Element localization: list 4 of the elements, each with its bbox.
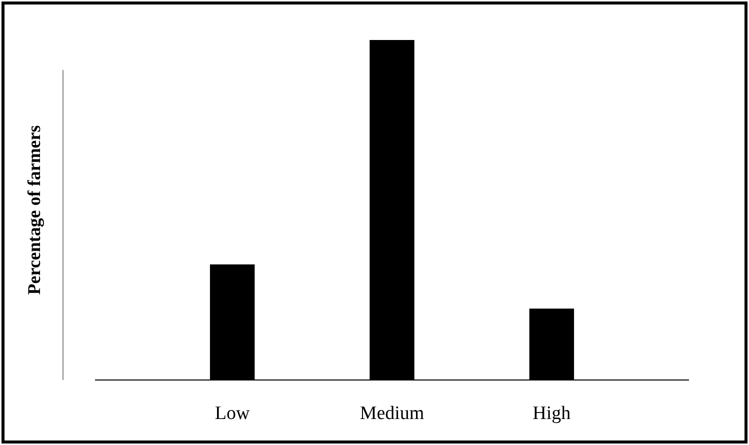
x-tick-label: Low (214, 403, 250, 424)
x-tick-label: High (532, 403, 572, 424)
y-axis-title: Percentage of farmers (24, 125, 44, 295)
x-tick-label: Medium (360, 403, 424, 424)
